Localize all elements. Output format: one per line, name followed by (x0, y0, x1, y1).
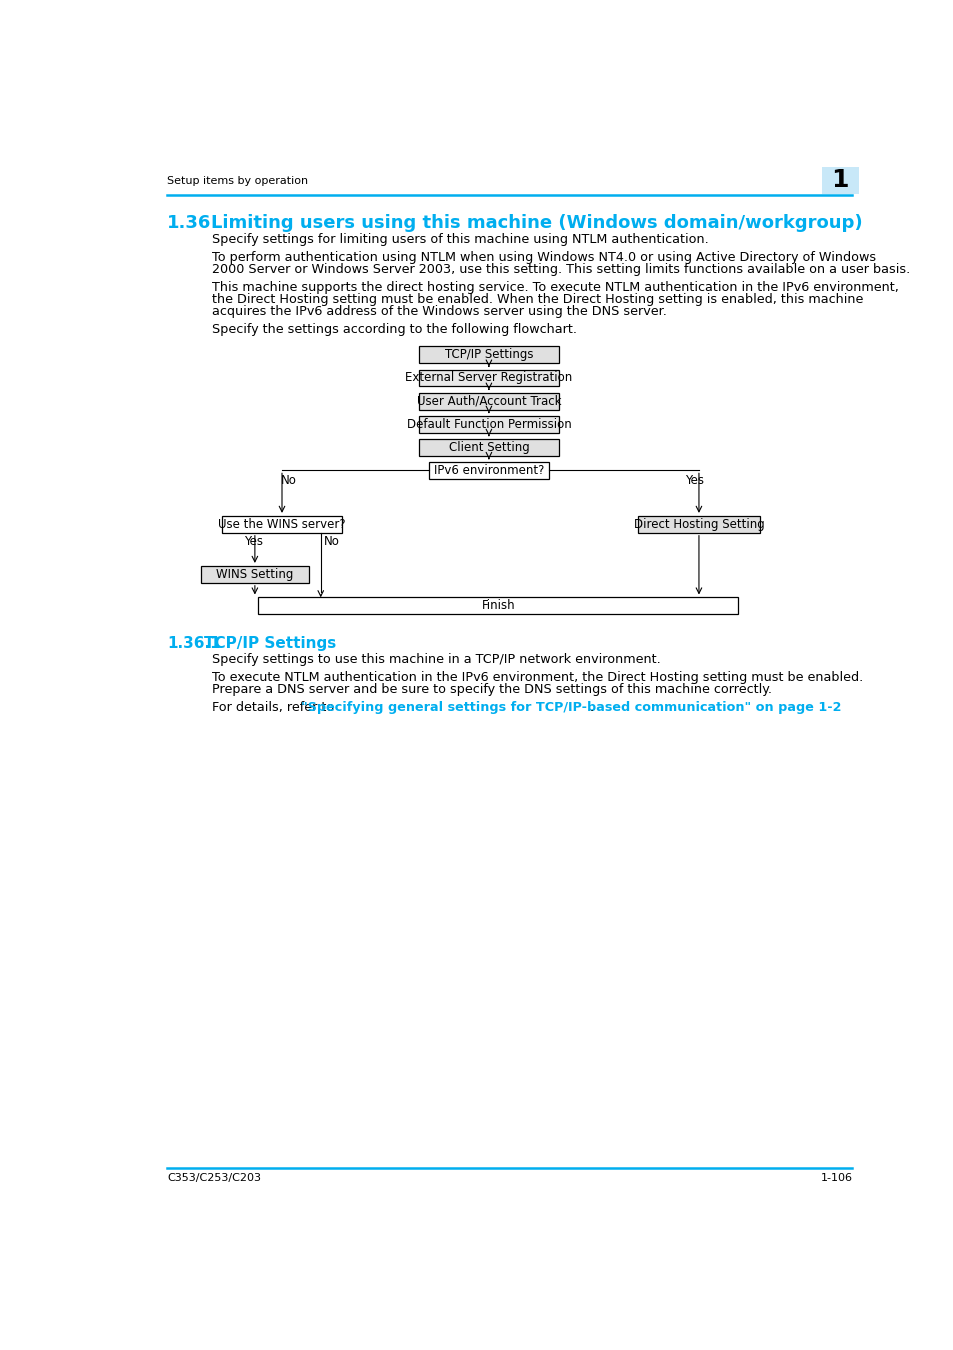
Text: .: . (589, 701, 593, 714)
Bar (418, 416, 558, 432)
Text: This machine supports the direct hosting service. To execute NTLM authentication: This machine supports the direct hosting… (212, 281, 898, 294)
Text: External Server Registration: External Server Registration (405, 371, 572, 385)
Text: Default Function Permission: Default Function Permission (406, 417, 571, 431)
Text: To perform authentication using NTLM when using Windows NT4.0 or using Active Di: To perform authentication using NTLM whe… (212, 251, 876, 265)
Text: Finish: Finish (481, 599, 515, 613)
Text: Yes: Yes (684, 474, 703, 487)
Text: 1.36.1: 1.36.1 (167, 636, 221, 651)
Bar (418, 439, 558, 456)
Text: Yes: Yes (244, 535, 263, 548)
Text: the Direct Hosting setting must be enabled. When the Direct Hosting setting is e: the Direct Hosting setting must be enabl… (212, 293, 862, 306)
Text: TCP/IP Settings: TCP/IP Settings (204, 636, 336, 651)
Bar (418, 370, 558, 386)
Text: Specify settings for limiting users of this machine using NTLM authentication.: Specify settings for limiting users of t… (212, 232, 708, 246)
Bar (821, 167, 858, 193)
Text: acquires the IPv6 address of the Windows server using the DNS server.: acquires the IPv6 address of the Windows… (212, 305, 666, 317)
Text: 1: 1 (830, 169, 848, 193)
Bar (418, 393, 558, 409)
Text: No: No (323, 535, 339, 548)
Text: WINS Setting: WINS Setting (216, 568, 294, 580)
Text: To execute NTLM authentication in the IPv6 environment, the Direct Hosting setti: To execute NTLM authentication in the IP… (212, 671, 862, 684)
Bar (637, 516, 760, 533)
Bar (200, 566, 309, 583)
Bar (429, 462, 548, 479)
Text: Client Setting: Client Setting (448, 441, 529, 454)
Text: Prepare a DNS server and be sure to specify the DNS settings of this machine cor: Prepare a DNS server and be sure to spec… (212, 683, 771, 695)
Text: 1.36: 1.36 (167, 213, 212, 232)
Text: IPv6 environment?: IPv6 environment? (434, 464, 543, 477)
Text: Setup items by operation: Setup items by operation (167, 177, 308, 186)
Text: 1-106: 1-106 (820, 1173, 852, 1184)
Text: 2000 Server or Windows Server 2003, use this setting. This setting limits functi: 2000 Server or Windows Server 2003, use … (212, 263, 909, 275)
Text: For details, refer to: For details, refer to (212, 701, 338, 714)
Text: C353/C253/C203: C353/C253/C203 (167, 1173, 261, 1184)
Bar (257, 598, 738, 614)
Text: TCP/IP Settings: TCP/IP Settings (444, 348, 533, 362)
Text: No: No (280, 474, 296, 487)
Text: Specify settings to use this machine in a TCP/IP network environment.: Specify settings to use this machine in … (212, 653, 660, 666)
Text: Specify the settings according to the following flowchart.: Specify the settings according to the fo… (212, 323, 577, 336)
Text: User Auth/Account Track: User Auth/Account Track (416, 394, 560, 408)
Text: Use the WINS server?: Use the WINS server? (218, 518, 345, 531)
Bar (418, 347, 558, 363)
Bar (222, 516, 342, 533)
Text: Direct Hosting Setting: Direct Hosting Setting (633, 518, 763, 531)
Text: "Specifying general settings for TCP/IP-based communication" on page 1-2: "Specifying general settings for TCP/IP-… (300, 701, 841, 714)
Text: Limiting users using this machine (Windows domain/workgroup): Limiting users using this machine (Windo… (211, 213, 862, 232)
